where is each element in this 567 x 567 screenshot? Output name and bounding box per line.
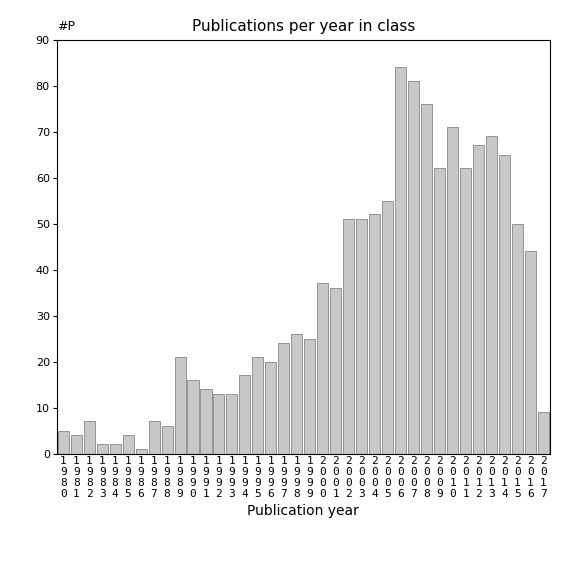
Bar	[109, 445, 121, 454]
Bar	[331, 288, 341, 454]
Bar	[434, 168, 445, 454]
Bar	[486, 136, 497, 454]
Bar	[473, 146, 484, 454]
Bar	[239, 375, 251, 454]
X-axis label: Publication year: Publication year	[247, 504, 359, 518]
Bar	[226, 394, 238, 454]
Bar	[252, 357, 264, 454]
Bar	[84, 421, 95, 454]
Bar	[58, 430, 69, 454]
Bar	[201, 389, 211, 454]
Bar	[525, 251, 536, 454]
Bar	[356, 219, 367, 454]
Bar	[395, 67, 406, 454]
Bar	[136, 449, 147, 454]
Bar	[71, 435, 82, 454]
Bar	[96, 445, 108, 454]
Bar	[188, 380, 198, 454]
Bar	[122, 435, 134, 454]
Bar	[343, 219, 354, 454]
Bar	[149, 421, 159, 454]
Bar	[538, 412, 549, 454]
Bar	[408, 81, 419, 454]
Text: #P: #P	[57, 20, 75, 33]
Bar	[175, 357, 185, 454]
Bar	[162, 426, 172, 454]
Bar	[382, 201, 393, 454]
Title: Publications per year in class: Publications per year in class	[192, 19, 415, 35]
Bar	[447, 127, 458, 454]
Bar	[318, 284, 328, 454]
Bar	[213, 394, 225, 454]
Bar	[291, 334, 302, 454]
Bar	[265, 362, 276, 454]
Bar	[460, 168, 471, 454]
Bar	[369, 214, 380, 454]
Bar	[421, 104, 432, 454]
Bar	[499, 155, 510, 454]
Bar	[512, 223, 523, 454]
Bar	[278, 343, 289, 454]
Bar	[304, 338, 315, 454]
